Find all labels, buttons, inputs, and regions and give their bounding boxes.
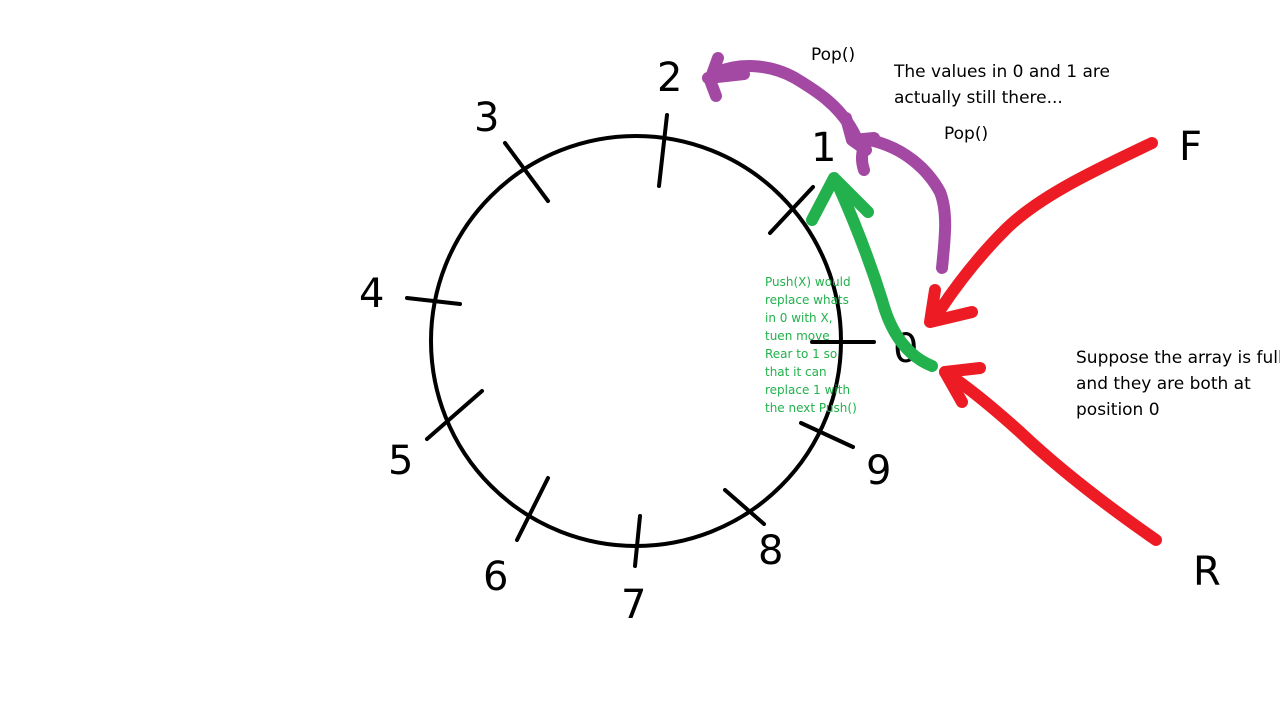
slot-ticks — [405, 113, 876, 568]
slot-label-6: 6 — [483, 554, 508, 600]
pop-label-middle: Pop() — [944, 124, 988, 144]
rear-arrow-head — [939, 362, 986, 408]
suppose-note: Suppose the array is full and they are b… — [1076, 348, 1280, 420]
push-note-line-2: replace whats — [765, 293, 849, 307]
suppose-note-line-2: and they are both at — [1076, 374, 1251, 394]
rear-pointer-label: R — [1193, 549, 1221, 595]
push-arrow-head — [806, 172, 874, 226]
pop-arrows — [702, 52, 952, 274]
tick-near-7 — [633, 514, 642, 568]
pop-arrow-1-to-2-head — [702, 52, 750, 102]
front-arrow-head — [924, 284, 978, 328]
push-note-line-7: replace 1 with — [765, 383, 850, 397]
front-arrow-shaft — [934, 137, 1158, 316]
pop-label-top: Pop() — [811, 45, 855, 65]
push-note: Push(X) would replace whats in 0 with X,… — [765, 275, 857, 415]
tick-near-6 — [515, 476, 550, 542]
push-note-line-5: Rear to 1 so — [765, 347, 837, 361]
pop-arrow-mid-head — [840, 112, 880, 156]
slot-label-8: 8 — [758, 528, 783, 574]
push-note-line-1: Push(X) would — [765, 275, 851, 289]
push-arrow — [806, 172, 938, 372]
slot-label-1: 1 — [811, 125, 836, 171]
suppose-note-line-3: position 0 — [1076, 400, 1160, 420]
tick-near-3 — [503, 141, 550, 203]
tick-near-4 — [405, 296, 462, 306]
tick-near-1 — [768, 185, 815, 235]
slot-label-4: 4 — [359, 271, 384, 317]
values-note-line-2: actually still there... — [894, 88, 1063, 108]
slot-label-7: 7 — [621, 582, 646, 628]
tick-near-9 — [799, 421, 855, 449]
pop-arrow-0-to-1 — [856, 134, 952, 274]
push-note-line-4: tuen move — [765, 329, 830, 343]
slot-label-3: 3 — [474, 95, 499, 141]
tick-near-8 — [723, 488, 766, 526]
slot-label-2: 2 — [657, 55, 682, 101]
push-note-line-8: the next Push() — [765, 401, 857, 415]
rear-arrow-shaft — [939, 366, 1162, 546]
pop-arrow-1-to-2-shaft — [712, 60, 861, 141]
values-note: The values in 0 and 1 are actually still… — [893, 62, 1110, 108]
push-note-line-6: that it can — [765, 365, 827, 379]
tick-near-5 — [425, 389, 484, 441]
push-note-line-3: in 0 with X, — [765, 311, 833, 325]
front-pointer-label: F — [1179, 124, 1202, 170]
slot-label-5: 5 — [388, 438, 413, 484]
slot-label-9: 9 — [866, 448, 891, 494]
values-note-line-1: The values in 0 and 1 are — [893, 62, 1110, 82]
pointer-arrows — [924, 137, 1162, 546]
suppose-note-line-1: Suppose the array is full — [1076, 348, 1280, 368]
tick-near-2 — [657, 113, 669, 188]
push-arrow-shaft — [832, 179, 938, 372]
